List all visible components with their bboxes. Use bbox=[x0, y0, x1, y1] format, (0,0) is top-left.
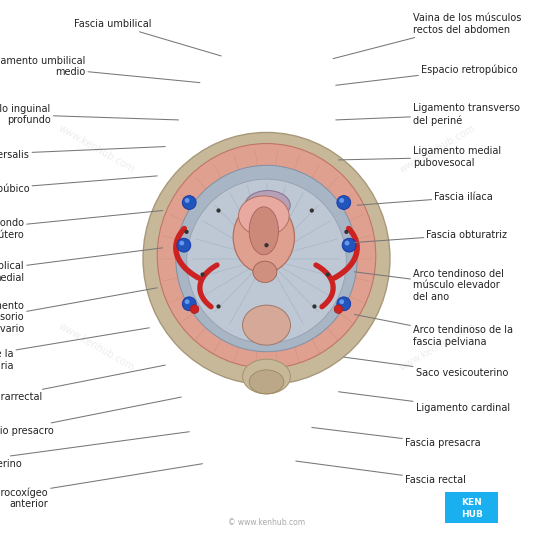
Circle shape bbox=[177, 238, 191, 252]
Text: Ligamento umblical
medial: Ligamento umblical medial bbox=[0, 248, 163, 282]
Circle shape bbox=[337, 297, 351, 311]
Text: Espacio presacro: Espacio presacro bbox=[0, 397, 181, 435]
Circle shape bbox=[340, 198, 344, 203]
Ellipse shape bbox=[233, 201, 294, 273]
Circle shape bbox=[345, 241, 350, 246]
Circle shape bbox=[310, 208, 314, 213]
Ellipse shape bbox=[176, 165, 357, 352]
Text: www.kenhub.com: www.kenhub.com bbox=[223, 235, 310, 245]
Ellipse shape bbox=[157, 143, 376, 368]
Circle shape bbox=[185, 300, 190, 304]
Circle shape bbox=[182, 297, 196, 311]
Circle shape bbox=[344, 230, 349, 234]
Text: www.kenhub.com: www.kenhub.com bbox=[56, 320, 136, 373]
Text: Ligamento
suspensorio
del ovario: Ligamento suspensorio del ovario bbox=[0, 288, 157, 334]
Text: Fondo de saco recto-uterino: Fondo de saco recto-uterino bbox=[0, 432, 189, 469]
Circle shape bbox=[334, 305, 343, 313]
Text: Espacio retropúbico: Espacio retropúbico bbox=[336, 64, 518, 85]
Text: Fascia presacra: Fascia presacra bbox=[312, 427, 481, 448]
Circle shape bbox=[190, 305, 199, 313]
Text: Ligamento cardinal: Ligamento cardinal bbox=[338, 392, 510, 413]
Text: KEN: KEN bbox=[462, 498, 482, 507]
Text: Ligamento lateral de la
vejiga urinaria: Ligamento lateral de la vejiga urinaria bbox=[0, 328, 149, 370]
Circle shape bbox=[185, 198, 190, 203]
Text: Ligamento sacrocoxígeo
anterior: Ligamento sacrocoxígeo anterior bbox=[0, 464, 203, 510]
Text: Vaina de los músculos
rectos del abdomen: Vaina de los músculos rectos del abdomen bbox=[333, 13, 521, 59]
Text: © www.kenhub.com: © www.kenhub.com bbox=[228, 518, 305, 527]
Ellipse shape bbox=[249, 207, 278, 255]
Circle shape bbox=[312, 304, 317, 309]
Circle shape bbox=[182, 196, 196, 209]
Circle shape bbox=[342, 238, 356, 252]
Text: Fascia transversalis: Fascia transversalis bbox=[0, 147, 165, 159]
Text: HUB: HUB bbox=[461, 510, 483, 519]
Circle shape bbox=[326, 272, 330, 277]
Ellipse shape bbox=[243, 359, 290, 394]
Ellipse shape bbox=[249, 370, 284, 394]
Circle shape bbox=[180, 241, 184, 246]
Circle shape bbox=[337, 196, 351, 209]
Text: Ligamento medial
pubovesocal: Ligamento medial pubovesocal bbox=[338, 147, 501, 168]
Text: Fosa pararrectal: Fosa pararrectal bbox=[0, 365, 165, 402]
Ellipse shape bbox=[253, 261, 277, 282]
Text: Arco tendinoso de la
fascia pelviana: Arco tendinoso de la fascia pelviana bbox=[354, 314, 513, 346]
Ellipse shape bbox=[245, 190, 290, 220]
Ellipse shape bbox=[238, 196, 289, 236]
Ellipse shape bbox=[243, 305, 290, 345]
Circle shape bbox=[264, 243, 269, 247]
Text: www.kenhub.com: www.kenhub.com bbox=[397, 320, 477, 373]
Circle shape bbox=[216, 304, 221, 309]
Circle shape bbox=[340, 300, 344, 304]
Text: Ligamento umbilical
medio: Ligamento umbilical medio bbox=[0, 56, 200, 83]
Text: Fascia umbilical: Fascia umbilical bbox=[75, 19, 221, 56]
Ellipse shape bbox=[187, 179, 346, 343]
Text: Fascia rectal: Fascia rectal bbox=[296, 461, 466, 484]
Text: Fascia ilíaca: Fascia ilíaca bbox=[357, 192, 493, 205]
Text: www.kenhub.com: www.kenhub.com bbox=[56, 123, 136, 175]
Ellipse shape bbox=[143, 132, 390, 385]
Circle shape bbox=[200, 272, 205, 277]
Text: Fascia obturatriz: Fascia obturatriz bbox=[354, 230, 507, 243]
Text: Ligamento redondo
del útero: Ligamento redondo del útero bbox=[0, 211, 163, 240]
Circle shape bbox=[184, 230, 189, 234]
Text: Ligamento transverso
del periné: Ligamento transverso del periné bbox=[336, 103, 520, 126]
Text: Anillo inguinal
profundo: Anillo inguinal profundo bbox=[0, 104, 179, 125]
Text: Arco tendinoso del
músculo elevador
del ano: Arco tendinoso del músculo elevador del … bbox=[354, 269, 504, 302]
Text: Saco vesicouterino: Saco vesicouterino bbox=[344, 357, 508, 378]
Circle shape bbox=[216, 208, 221, 213]
Text: Tracto iliopúbico: Tracto iliopúbico bbox=[0, 176, 157, 195]
Text: www.kenhub.com: www.kenhub.com bbox=[397, 123, 477, 175]
